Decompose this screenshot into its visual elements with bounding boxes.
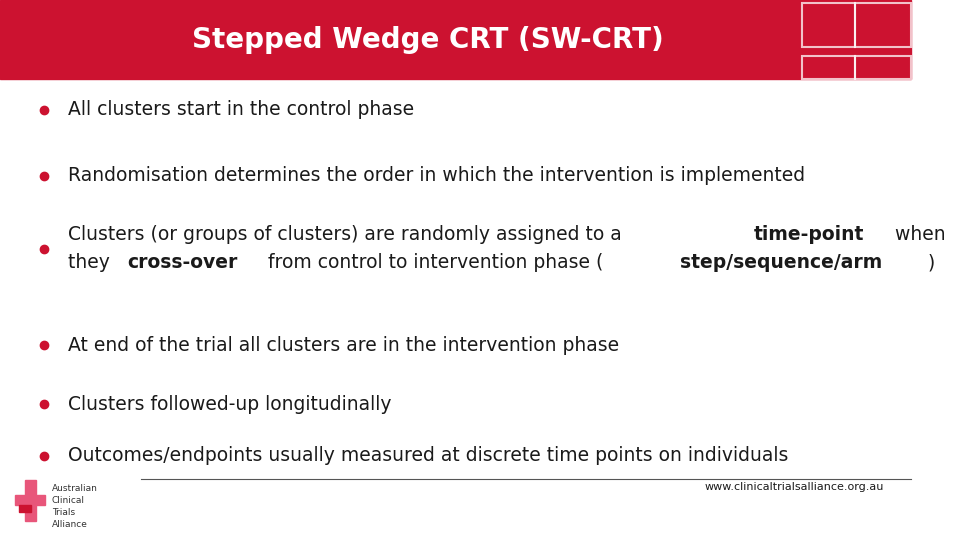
Bar xyxy=(854,56,911,79)
Text: from control to intervention phase (: from control to intervention phase ( xyxy=(262,253,604,272)
Text: they: they xyxy=(68,253,116,272)
Bar xyxy=(19,505,31,512)
Text: www.clinicaltrialsalliance.org.au: www.clinicaltrialsalliance.org.au xyxy=(705,482,884,492)
Text: cross-over: cross-over xyxy=(127,253,237,272)
Bar xyxy=(25,480,36,521)
Text: Stepped Wedge CRT (SW-CRT): Stepped Wedge CRT (SW-CRT) xyxy=(192,25,664,53)
Bar xyxy=(854,3,911,47)
Bar xyxy=(802,56,854,79)
Text: Clusters (or groups of clusters) are randomly assigned to a: Clusters (or groups of clusters) are ran… xyxy=(68,225,628,245)
Bar xyxy=(802,3,854,47)
Text: when: when xyxy=(889,225,946,245)
Text: Clusters followed-up longitudinally: Clusters followed-up longitudinally xyxy=(68,395,392,414)
Text: Randomisation determines the order in which the intervention is implemented: Randomisation determines the order in wh… xyxy=(68,166,805,185)
Bar xyxy=(15,495,45,504)
Text: step/sequence/arm: step/sequence/arm xyxy=(680,253,882,272)
Bar xyxy=(0,0,911,79)
Text: All clusters start in the control phase: All clusters start in the control phase xyxy=(68,100,415,119)
Text: At end of the trial all clusters are in the intervention phase: At end of the trial all clusters are in … xyxy=(68,336,619,355)
Text: Outcomes/endpoints usually measured at discrete time points on individuals: Outcomes/endpoints usually measured at d… xyxy=(68,447,789,465)
Text: ): ) xyxy=(927,253,935,272)
Text: Australian
Clinical
Trials
Alliance: Australian Clinical Trials Alliance xyxy=(52,484,98,529)
Text: time-point: time-point xyxy=(754,225,864,245)
